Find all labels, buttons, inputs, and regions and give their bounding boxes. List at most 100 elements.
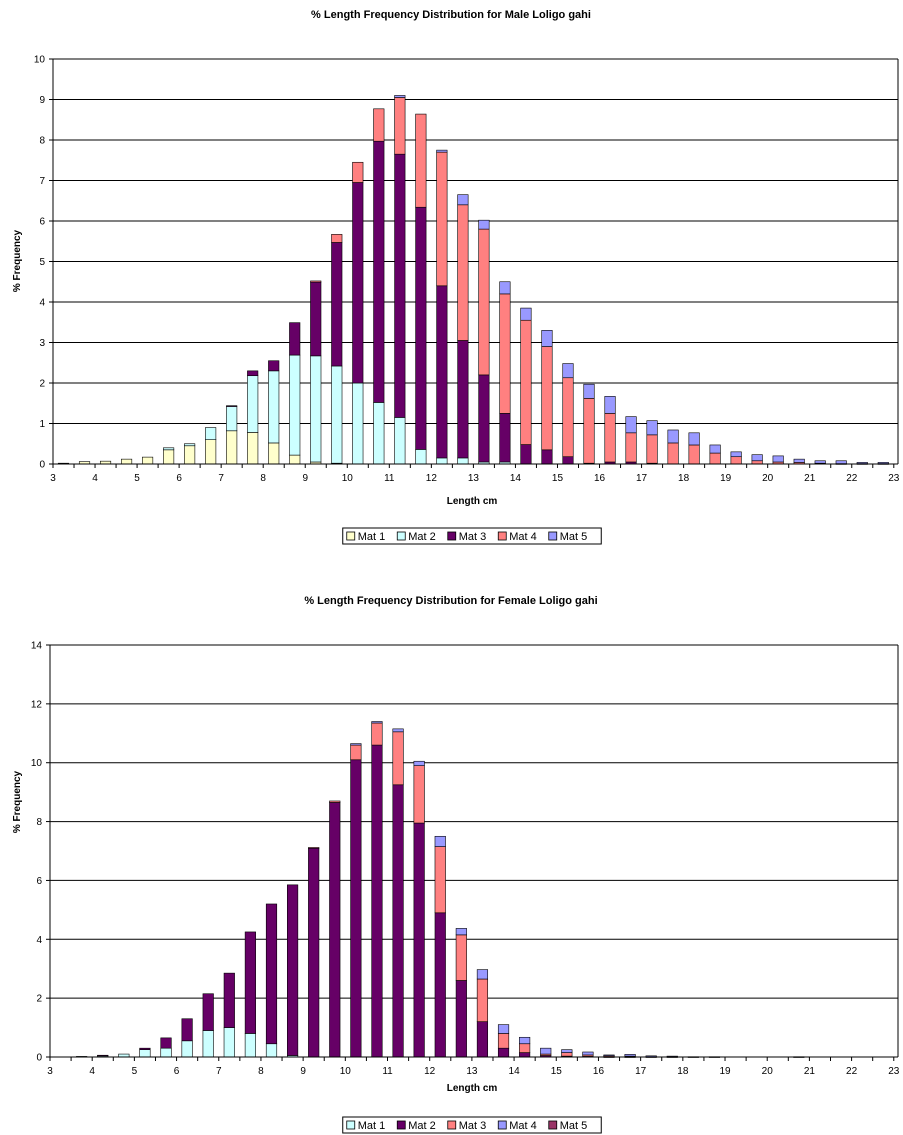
y-tick-label: 0: [36, 1053, 42, 1064]
axes: 0 2 4 6 8 10 12 14 3 4 5 6 7 8 9 10 11 12 13 14 15 16 17 18 19 20…: [31, 641, 900, 1078]
bar-segment: [244, 1033, 256, 1058]
legend-label: Mat 3: [459, 1120, 487, 1132]
bar-segment: [562, 363, 574, 379]
bar-segment: [415, 206, 427, 450]
bar-segment: [730, 456, 742, 465]
bar-segment: [142, 456, 154, 465]
x-axis-title: Length cm: [447, 496, 498, 507]
bar-segment: [202, 1030, 214, 1058]
bar-segment: [646, 420, 658, 436]
bar-segment: [331, 234, 343, 243]
bar-segment: [457, 204, 469, 341]
chart-title: % Length Frequency Distribution for Fema…: [304, 595, 597, 607]
bar-segment: [205, 439, 217, 465]
female-length-frequency-chart: % Length Frequency Distribution for Fema…: [12, 595, 900, 1134]
bar-segment: [582, 1051, 594, 1056]
bar-segment: [436, 285, 448, 459]
bars: [76, 721, 805, 1058]
bar-segment: [392, 731, 404, 786]
bar-segment: [540, 1047, 552, 1055]
x-tick-label: 8: [258, 1066, 264, 1077]
bar-segment: [331, 365, 343, 464]
bar-segment: [350, 759, 362, 1058]
bar-segment: [499, 293, 511, 414]
bar-segment: [476, 969, 489, 980]
bar-segment: [877, 462, 889, 464]
bar-segment: [457, 194, 469, 206]
bar-segment: [373, 402, 385, 465]
bar-segment: [541, 330, 553, 347]
bar-segment: [415, 449, 427, 465]
y-tick-label: 6: [39, 217, 45, 228]
bar-segment: [499, 413, 511, 463]
x-tick-label: 15: [552, 473, 564, 484]
bar-segment: [499, 281, 511, 295]
bar-segment: [350, 743, 362, 746]
bar-segment: [308, 847, 320, 849]
bar-segment: [310, 281, 322, 357]
bar-segment: [519, 1043, 531, 1053]
male-length-frequency-chart: % Length Frequency Distribution for Male…: [12, 9, 900, 545]
bar-segment: [541, 449, 553, 465]
bar-segment: [751, 454, 763, 462]
bar-segment: [289, 354, 301, 456]
bar-segment: [541, 346, 553, 451]
bar-segment: [625, 432, 637, 463]
bar-segment: [223, 972, 235, 1028]
bar-segment: [247, 375, 259, 433]
bar-segment: [856, 462, 868, 464]
bar-segment: [352, 161, 364, 183]
legend-label: Mat 1: [358, 531, 386, 543]
bar-segment: [371, 722, 383, 746]
legend-label: Mat 1: [358, 1120, 386, 1132]
x-tick-label: 23: [888, 1066, 900, 1077]
bar-segment: [350, 744, 362, 761]
bar-segment: [287, 884, 299, 1056]
x-tick-label: 9: [300, 1066, 306, 1077]
bar-segment: [667, 442, 679, 465]
x-tick-label: 15: [551, 1066, 563, 1077]
legend-swatch: [447, 531, 457, 541]
x-tick-label: 5: [134, 473, 140, 484]
bar-segment: [202, 993, 214, 1031]
bar-segment: [160, 1037, 172, 1049]
x-tick-label: 3: [50, 473, 56, 484]
x-tick-label: 21: [804, 1066, 816, 1077]
legend-swatch: [497, 1120, 507, 1130]
bar-segment: [352, 382, 364, 465]
bar-segment: [244, 931, 256, 1034]
bar-segment: [793, 458, 805, 463]
x-tick-label: 18: [677, 1066, 689, 1077]
bar-segment: [835, 460, 847, 464]
bar-segment: [184, 443, 196, 447]
legend-swatch: [396, 531, 406, 541]
bar-segment: [265, 903, 278, 1045]
bar-segment: [730, 451, 742, 458]
bar-segment: [478, 228, 490, 376]
x-tick-label: 14: [509, 1066, 521, 1077]
legend-swatch: [548, 531, 558, 541]
legend-box: [342, 1116, 602, 1134]
legend-swatch: [346, 1120, 356, 1130]
x-tick-label: 14: [510, 473, 522, 484]
bar-segment: [329, 800, 341, 803]
bar-segment: [667, 429, 679, 444]
y-axis-title: % Frequency: [12, 770, 23, 833]
legend-label: Mat 2: [408, 1120, 436, 1132]
y-tick-label: 4: [39, 298, 45, 309]
y-tick-label: 9: [39, 95, 45, 106]
x-axis-title: Length cm: [447, 1083, 498, 1094]
bar-segment: [329, 802, 341, 1058]
bar-segment: [688, 432, 700, 446]
y-tick-label: 12: [31, 699, 43, 710]
legend-label: Mat 5: [560, 1120, 588, 1132]
chart-title: % Length Frequency Distribution for Male…: [311, 9, 591, 21]
y-tick-label: 2: [36, 994, 42, 1005]
bar-segment: [603, 1054, 615, 1057]
x-tick-label: 6: [174, 1066, 180, 1077]
x-tick-label: 6: [176, 473, 182, 484]
bar-segment: [497, 1033, 510, 1049]
y-tick-label: 0: [39, 460, 45, 471]
bar-segment: [289, 454, 301, 465]
